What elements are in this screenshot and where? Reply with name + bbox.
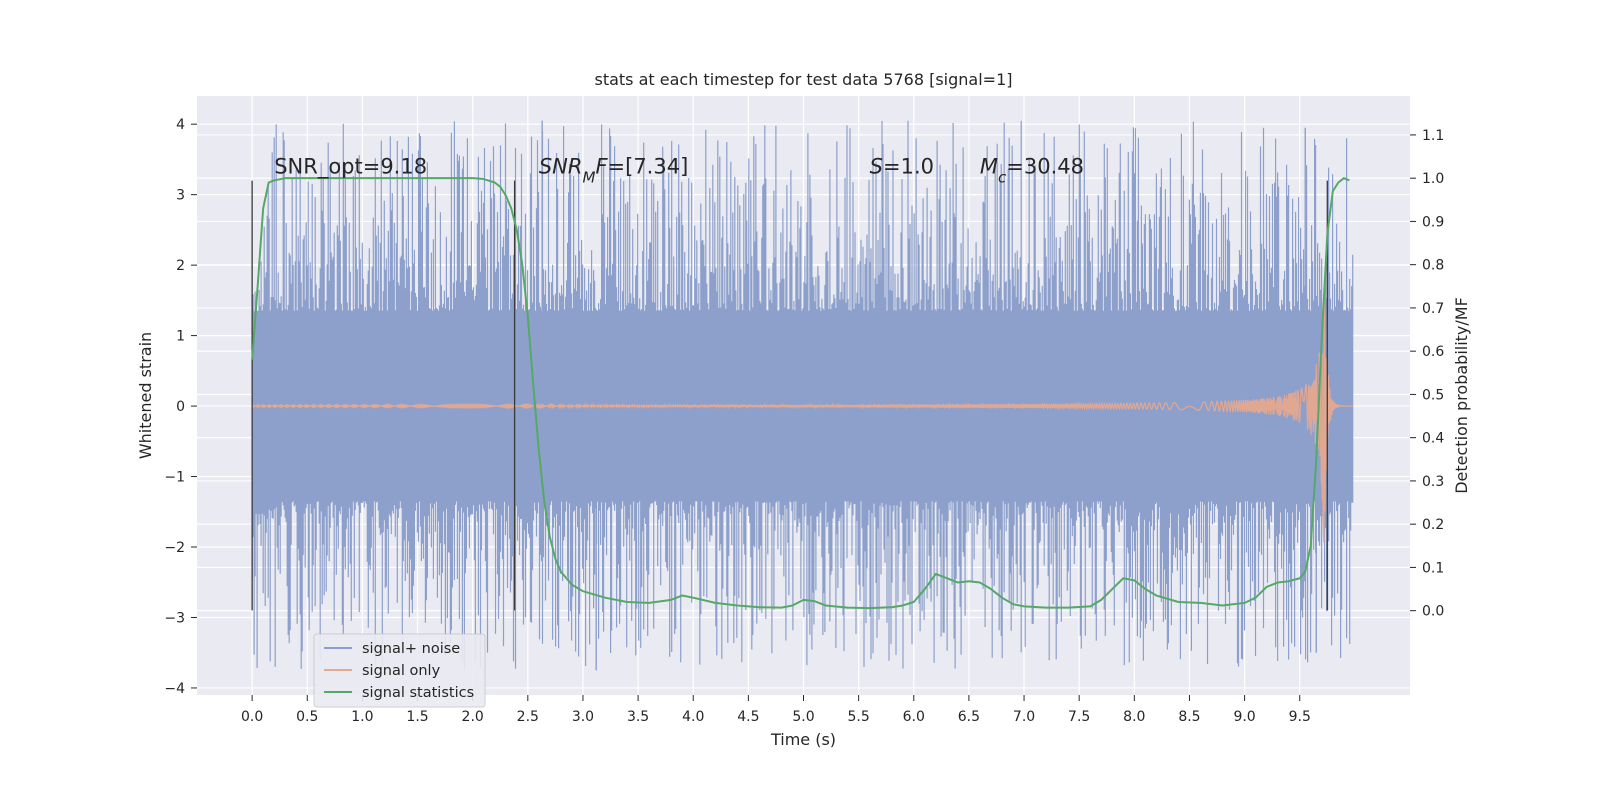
annotation-text: Mc=30.48 bbox=[980, 155, 1084, 187]
y-tick-label: −2 bbox=[164, 540, 185, 556]
x-tick-label: 7.5 bbox=[1068, 709, 1090, 725]
x-tick-label: 5.5 bbox=[848, 709, 870, 725]
y-tick-label: −3 bbox=[164, 610, 185, 626]
x-tick-label: 9.0 bbox=[1233, 709, 1255, 725]
y-tick-label: −4 bbox=[164, 681, 185, 697]
y-axis-label: Whitened strain bbox=[136, 332, 155, 459]
legend-box bbox=[313, 633, 486, 708]
y-tick-label: 1 bbox=[176, 329, 185, 345]
y-right-tick-label: 0.1 bbox=[1422, 560, 1444, 576]
x-tick-label: 9.5 bbox=[1289, 709, 1311, 725]
signal-statistics-line bbox=[251, 177, 1350, 610]
y-right-tick-label: 0.6 bbox=[1422, 344, 1444, 360]
chart-title: stats at each timestep for test data 576… bbox=[594, 70, 1012, 89]
x-axis: 0.0 0.5 1.0 1.5 2.0 2.5 3.0 3.5 4.0 4.5 5.0 5.5 6.0 6… bbox=[241, 695, 1311, 725]
y-right-tick-label: 0.0 bbox=[1422, 604, 1444, 620]
x-tick-label: 8.0 bbox=[1123, 709, 1145, 725]
y-right-tick-label: 0.5 bbox=[1422, 387, 1444, 403]
y-right-tick-label: 0.8 bbox=[1422, 258, 1444, 274]
x-tick-label: 3.0 bbox=[572, 709, 594, 725]
signal-statistics-series bbox=[251, 177, 1350, 610]
y-right-tick-label: 1.0 bbox=[1422, 171, 1444, 187]
y-right-tick-label: 1.1 bbox=[1422, 128, 1444, 144]
annotation-text: SNR_opt=9.18 bbox=[274, 155, 427, 180]
annotation-text: S=1.0 bbox=[870, 155, 934, 179]
x-tick-label: 7.0 bbox=[1013, 709, 1035, 725]
legend-entry: signal statistics bbox=[362, 685, 474, 701]
y-tick-label: −1 bbox=[164, 470, 185, 486]
y-axis-left: −4 −3 −2 −1 0 1 2 3 4 bbox=[164, 117, 197, 697]
y-right-tick-label: 0.3 bbox=[1422, 474, 1444, 490]
x-tick-label: 4.5 bbox=[737, 709, 759, 725]
y-tick-label: 0 bbox=[176, 399, 185, 415]
x-tick-label: 5.0 bbox=[792, 709, 814, 725]
x-tick-label: 0.0 bbox=[241, 709, 263, 725]
y-tick-label: 2 bbox=[176, 258, 185, 274]
y-axis-right-label: Detection probability/MF bbox=[1452, 297, 1471, 494]
y-tick-label: 3 bbox=[176, 188, 185, 204]
x-tick-label: 8.5 bbox=[1178, 709, 1200, 725]
signal-only-line bbox=[251, 283, 1353, 543]
x-tick-label: 0.5 bbox=[296, 709, 318, 725]
y-tick-label: 4 bbox=[176, 117, 185, 133]
x-tick-label: 6.5 bbox=[958, 709, 980, 725]
y-right-tick-label: 0.2 bbox=[1422, 517, 1444, 533]
y-right-tick-label: 0.9 bbox=[1422, 214, 1444, 230]
annotations: SNR_opt=9.18 SNRMF=[7.34] S=1.0 Mc=30.48 bbox=[274, 155, 1084, 187]
y-right-tick-label: 0.4 bbox=[1422, 431, 1444, 447]
signal-only-series bbox=[251, 283, 1353, 543]
x-tick-label: 3.5 bbox=[627, 709, 649, 725]
x-tick-label: 1.0 bbox=[351, 709, 373, 725]
x-axis-label: Time (s) bbox=[770, 730, 836, 749]
y-right-tick-label: 0.7 bbox=[1422, 301, 1444, 317]
x-tick-label: 2.0 bbox=[462, 709, 484, 725]
x-tick-label: 2.5 bbox=[517, 709, 539, 725]
legend: signal+ noise signal only signal statistic… bbox=[313, 633, 486, 708]
x-tick-label: 1.5 bbox=[406, 709, 428, 725]
legend-entry: signal only bbox=[362, 663, 441, 679]
x-tick-label: 4.0 bbox=[682, 709, 704, 725]
x-tick-label: 6.0 bbox=[903, 709, 925, 725]
legend-entry: signal+ noise bbox=[362, 641, 460, 657]
annotation-text: SNRMF=[7.34] bbox=[539, 155, 688, 187]
y-axis-right: 0.0 0.1 0.2 0.3 0.4 0.5 0.6 0.7 0.8 0.9 1.0 1.1 bbox=[1410, 128, 1444, 620]
